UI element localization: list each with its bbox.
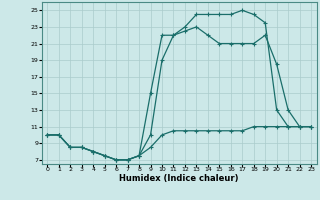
X-axis label: Humidex (Indice chaleur): Humidex (Indice chaleur) (119, 174, 239, 183)
